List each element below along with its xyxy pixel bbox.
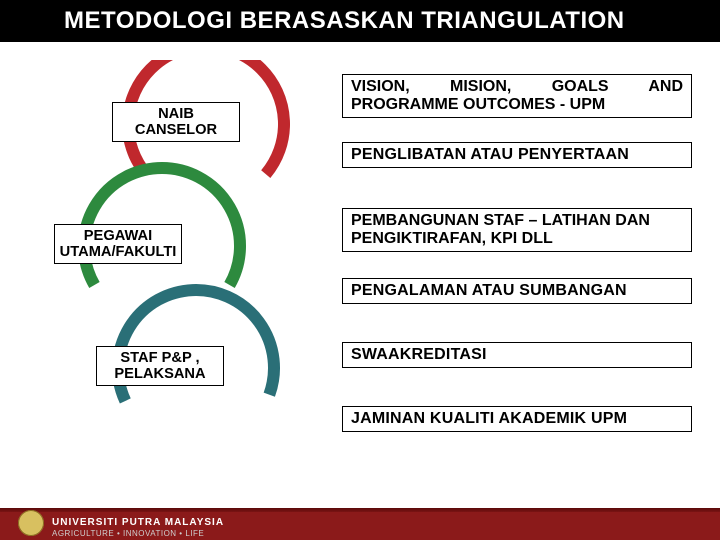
title-text: METODOLOGI BERASASKAN TRIANGULATION (64, 7, 625, 35)
upm-crest-icon (18, 510, 44, 536)
slide: METODOLOGI BERASASKAN TRIANGULATION NAIB… (0, 0, 720, 540)
info-bar-text: PENGLIBATAN ATAU PENYERTAAN (351, 146, 629, 164)
circle-label-text: PEGAWAI UTAMA/FAKULTI (60, 228, 177, 260)
info-bar: SWAAKREDITASI (342, 342, 692, 368)
info-bar-text: VISION, MISION, GOALS AND PROGRAMME OUTC… (351, 78, 683, 114)
footer-bar: UNIVERSITI PUTRA MALAYSIA AGRICULTURE • … (0, 508, 720, 540)
circle-label-box: NAIB CANSELOR (112, 102, 240, 142)
info-bar: VISION, MISION, GOALS AND PROGRAMME OUTC… (342, 74, 692, 118)
circle-label-text: NAIB CANSELOR (135, 106, 217, 138)
circle-label-text: STAF P&P , PELAKSANA (114, 350, 205, 382)
footer-tagline: AGRICULTURE • INNOVATION • LIFE (52, 529, 224, 538)
circle-label-box: PEGAWAI UTAMA/FAKULTI (54, 224, 182, 264)
title-bar: METODOLOGI BERASASKAN TRIANGULATION (0, 0, 720, 42)
info-bar-text: PEMBANGUNAN STAF – LATIHAN DAN PENGIKTIR… (351, 212, 683, 248)
info-bar: PENGALAMAN ATAU SUMBANGAN (342, 278, 692, 304)
info-bar: PENGLIBATAN ATAU PENYERTAAN (342, 142, 692, 168)
info-bar: JAMINAN KUALITI AKADEMIK UPM (342, 406, 692, 432)
footer-text: UNIVERSITI PUTRA MALAYSIA AGRICULTURE • … (52, 517, 224, 538)
circle-label-box: STAF P&P , PELAKSANA (96, 346, 224, 386)
info-bar-text: SWAAKREDITASI (351, 346, 487, 364)
info-bar-text: JAMINAN KUALITI AKADEMIK UPM (351, 410, 627, 428)
info-bar-text: PENGALAMAN ATAU SUMBANGAN (351, 282, 627, 300)
info-bar: PEMBANGUNAN STAF – LATIHAN DAN PENGIKTIR… (342, 208, 692, 252)
footer-university: UNIVERSITI PUTRA MALAYSIA (52, 517, 224, 529)
